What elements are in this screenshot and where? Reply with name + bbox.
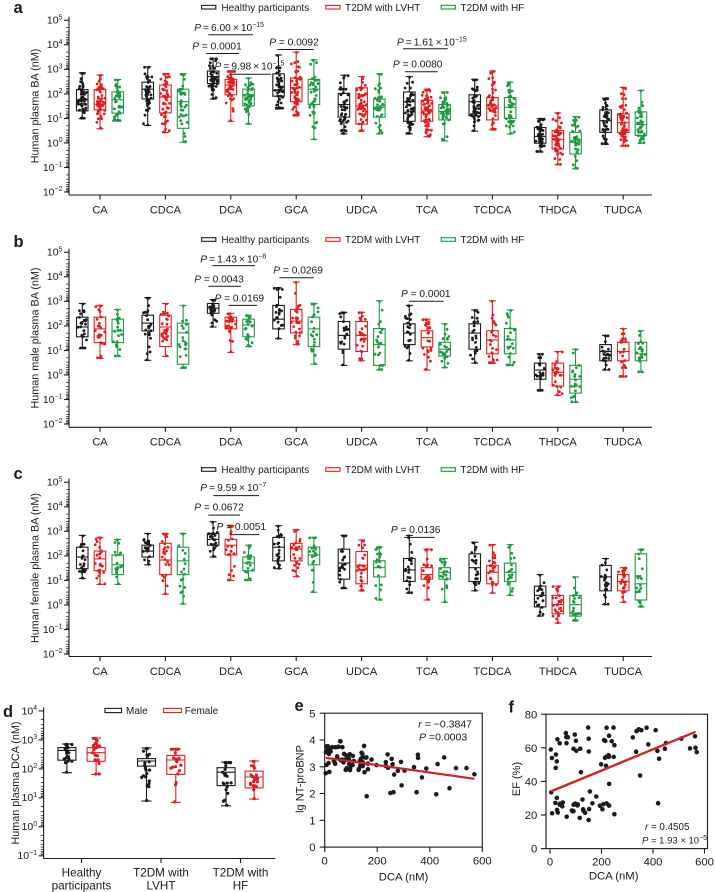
svg-text:P = 1.93 × 10−5: P = 1.93 × 10−5: [642, 835, 707, 847]
svg-text:e: e: [295, 697, 304, 715]
svg-text:0: 0: [322, 855, 328, 867]
svg-text:T2DM with HF: T2DM with HF: [460, 235, 524, 246]
svg-text:CDCA: CDCA: [150, 436, 182, 448]
svg-text:P = 1.43 × 10−8: P = 1.43 × 10−8: [200, 253, 266, 265]
svg-text:Female: Female: [185, 706, 219, 717]
svg-text:CDCA: CDCA: [150, 666, 182, 678]
svg-text:Human male plasma BA (nM): Human male plasma BA (nM): [30, 267, 42, 408]
svg-text:2: 2: [309, 789, 315, 801]
svg-text:4: 4: [309, 735, 315, 747]
svg-text:a: a: [14, 0, 24, 17]
svg-text:UDCA: UDCA: [346, 205, 378, 217]
svg-text:40: 40: [525, 777, 538, 789]
svg-text:Human plasma BA (nM): Human plasma BA (nM): [30, 49, 42, 164]
svg-text:20: 20: [525, 810, 538, 822]
svg-text:r = 0.4505: r = 0.4505: [645, 822, 690, 833]
svg-text:200: 200: [592, 857, 611, 869]
svg-text:P = 0.0672: P = 0.0672: [194, 503, 244, 514]
svg-text:UDCA: UDCA: [346, 436, 378, 448]
svg-text:P = 0.0269: P = 0.0269: [273, 266, 323, 277]
svg-text:P =0.0003: P =0.0003: [419, 732, 467, 744]
svg-text:P = 0.0043: P = 0.0043: [194, 275, 244, 286]
svg-text:Healthy participants: Healthy participants: [221, 465, 309, 476]
svg-text:T2DM with LVHT: T2DM with LVHT: [345, 465, 420, 476]
svg-text:1: 1: [309, 815, 315, 827]
svg-text:0: 0: [531, 844, 537, 856]
svg-text:participants: participants: [52, 879, 112, 892]
svg-text:600: 600: [473, 855, 492, 867]
svg-text:TUDCA: TUDCA: [604, 205, 643, 217]
svg-text:TUDCA: TUDCA: [604, 666, 643, 678]
svg-text:GCA: GCA: [284, 436, 309, 448]
svg-text:CA: CA: [92, 436, 108, 448]
svg-text:3: 3: [309, 762, 315, 774]
svg-text:DCA (nM): DCA (nM): [379, 872, 429, 884]
svg-text:d: d: [3, 703, 13, 721]
svg-text:c: c: [14, 465, 23, 483]
svg-text:EF (%): EF (%): [511, 762, 523, 796]
svg-text:Healthy participants: Healthy participants: [221, 3, 309, 14]
svg-text:P = 9.59 × 10−7: P = 9.59 × 10−7: [200, 482, 266, 494]
svg-text:THDCA: THDCA: [539, 666, 578, 678]
svg-text:P = 1.61 × 10−15: P = 1.61 × 10−15: [397, 36, 467, 48]
svg-text:T2DM with HF: T2DM with HF: [460, 465, 524, 476]
svg-text:r = −0.3847: r = −0.3847: [418, 719, 472, 731]
svg-text:0: 0: [309, 842, 315, 854]
svg-text:P = 0.0169: P = 0.0169: [215, 294, 265, 305]
svg-text:TCA: TCA: [416, 436, 439, 448]
svg-text:DCA (nM): DCA (nM): [589, 870, 639, 882]
svg-text:TUDCA: TUDCA: [604, 436, 643, 448]
svg-text:TCDCA: TCDCA: [473, 666, 512, 678]
svg-text:LVHT: LVHT: [146, 879, 175, 892]
svg-text:DCA: DCA: [219, 666, 243, 678]
svg-text:0: 0: [547, 857, 553, 869]
svg-text:TCDCA: TCDCA: [473, 436, 512, 448]
svg-text:f: f: [509, 699, 515, 717]
svg-text:CDCA: CDCA: [150, 205, 182, 217]
svg-text:THDCA: THDCA: [539, 436, 578, 448]
svg-text:T2DM with LVHT: T2DM with LVHT: [345, 3, 420, 14]
svg-text:P = 0.0001: P = 0.0001: [192, 42, 242, 53]
svg-text:GCA: GCA: [284, 205, 309, 217]
svg-text:P = 6.00 × 10−15: P = 6.00 × 10−15: [194, 22, 264, 34]
svg-text:Male: Male: [126, 706, 148, 717]
svg-text:Healthy: Healthy: [62, 867, 102, 880]
svg-text:HF: HF: [233, 879, 249, 892]
svg-text:80: 80: [525, 709, 538, 721]
svg-text:P = 9.98 × 10−15: P = 9.98 × 10−15: [215, 61, 285, 73]
svg-text:T2DM with HF: T2DM with HF: [460, 3, 524, 14]
svg-text:400: 400: [644, 857, 663, 869]
svg-text:P = 0.0001: P = 0.0001: [401, 289, 451, 300]
svg-text:Human plasma DCA (nM): Human plasma DCA (nM): [10, 722, 22, 845]
svg-text:TCA: TCA: [416, 205, 439, 217]
svg-text:600: 600: [695, 857, 714, 869]
svg-text:T2DM with: T2DM with: [213, 867, 269, 880]
svg-text:GCA: GCA: [284, 666, 309, 678]
svg-text:CA: CA: [92, 205, 108, 217]
svg-text:T2DM with LVHT: T2DM with LVHT: [345, 235, 420, 246]
svg-text:P = 0.0051: P = 0.0051: [217, 522, 267, 533]
svg-text:5: 5: [309, 708, 315, 720]
svg-text:UDCA: UDCA: [346, 666, 378, 678]
svg-text:P = 0.0080: P = 0.0080: [393, 60, 443, 71]
svg-text:TCDCA: TCDCA: [473, 205, 512, 217]
svg-text:THDCA: THDCA: [539, 205, 578, 217]
svg-text:TCA: TCA: [416, 666, 439, 678]
svg-text:P = 0.0092: P = 0.0092: [269, 37, 319, 48]
svg-text:Human female plasma BA (nM): Human female plasma BA (nM): [30, 493, 42, 643]
svg-text:T2DM with: T2DM with: [133, 867, 189, 880]
svg-text:CA: CA: [92, 666, 108, 678]
svg-text:200: 200: [368, 855, 387, 867]
svg-text:Healthy participants: Healthy participants: [221, 235, 309, 246]
svg-text:60: 60: [525, 743, 538, 755]
svg-text:DCA: DCA: [219, 436, 243, 448]
svg-text:P = 0.0136: P = 0.0136: [391, 525, 441, 536]
svg-text:DCA: DCA: [219, 205, 243, 217]
svg-text:400: 400: [420, 855, 439, 867]
svg-text:b: b: [14, 233, 24, 251]
svg-text:lg NT-proBNP: lg NT-proBNP: [295, 745, 307, 813]
